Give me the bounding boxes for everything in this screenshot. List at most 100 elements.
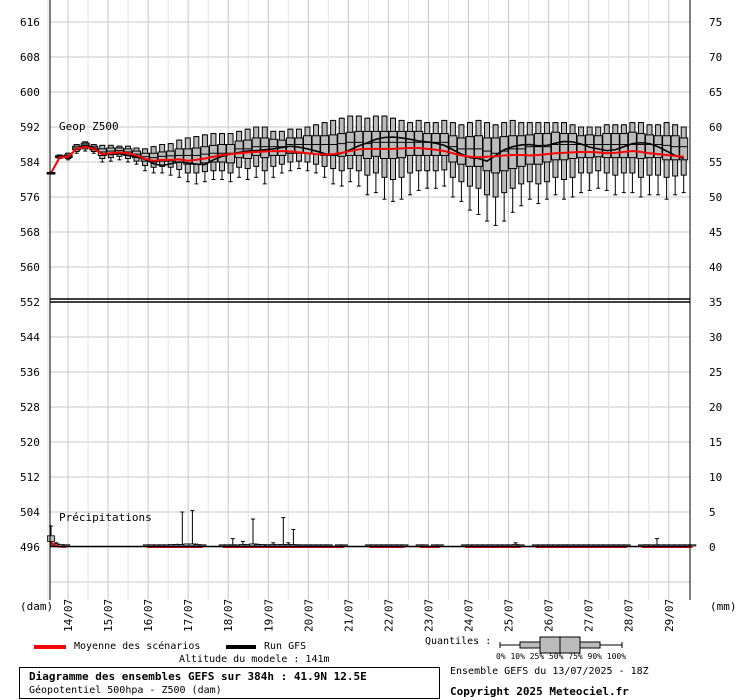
precip-box [279,517,288,547]
geop-box [379,115,389,200]
y-tick-left: 544 [20,331,40,344]
geop-box-inner [294,137,304,154]
geop-box [576,126,586,194]
y-tick-left: 592 [20,121,40,134]
precip-box [188,510,197,547]
geop-box [645,124,654,196]
geop-box [491,124,501,226]
legend-quantile-ticks: 0% 10% 25% 50% 75% 90% 100% [496,652,627,661]
y-tick-left: 528 [20,401,40,414]
geop-box [465,122,475,211]
geop-box-inner [422,133,432,156]
y-tick-right: 40 [709,261,722,274]
geop-box-inner [397,130,407,159]
geop-box [550,122,560,196]
geop-box-inner [568,133,578,159]
y-tick-left: 576 [20,191,40,204]
y-tick-left: 520 [20,436,40,449]
geop-box [294,128,304,170]
geop-box [533,122,543,205]
y-tick-right: 45 [709,226,722,239]
x-tick-date: 20/07 [302,599,315,632]
x-tick-date: 14/07 [62,599,75,632]
geop-box-inner [516,135,526,167]
legend-mean-label: Moyenne des scénarios [74,641,201,652]
geop-box-inner [550,131,560,161]
geop-box [670,124,680,196]
y-tick-right: 50 [709,191,722,204]
chart-title: Diagramme des ensembles GEFS sur 384h : … [29,670,367,683]
geop-box [268,130,278,178]
y-tick-right: 70 [709,51,722,64]
geop-box-inner [645,134,654,159]
ensemble-run-label: Ensemble GEFS du 13/07/2025 - 18Z [450,666,649,677]
geop-box-inner [593,135,603,158]
left-unit: (dam) [20,600,53,613]
geop-box [619,124,629,194]
y-tick-right: 25 [709,366,722,379]
legend-quantile-box [499,636,623,654]
geop-box-inner [533,133,543,165]
y-tick-right: 5 [709,506,716,519]
geop-box [422,122,432,189]
geop-box-inner [576,135,586,159]
geop-box [311,124,321,174]
y-tick-left: 512 [20,471,40,484]
y-tick-left: 608 [20,51,40,64]
geop-box [243,128,253,180]
geop-box-inner [465,136,475,167]
geop-box [499,122,509,222]
chart-subtitle: Géopotentiel 500hpa - Z500 (dam) [29,685,222,696]
right-unit: (mm) [710,600,737,613]
y-tick-right: 55 [709,156,722,169]
geop-box [610,124,620,196]
geop-box-inner [542,133,552,163]
geop-box-inner [183,148,193,165]
x-tick-date: 21/07 [342,599,355,632]
x-tick-date: 24/07 [463,599,476,632]
geop-box [662,122,672,200]
geop-box [525,122,535,200]
y-tick-right: 15 [709,436,722,449]
geop-box [431,122,441,189]
geop-box [388,117,398,202]
x-tick-date: 28/07 [623,599,636,632]
geop-box-inner [525,134,535,165]
geop-box-inner [362,130,372,159]
geop-box-inner [610,133,620,159]
y-tick-right: 20 [709,401,722,414]
geop-box-inner [337,133,347,157]
geop-box [328,119,338,185]
geop-box [234,130,244,178]
geop-box-inner [379,130,389,159]
ensemble-mean-line [50,145,684,174]
geop-box [106,144,116,162]
geop-box [260,126,270,185]
legend-quantiles-label: Quantiles : [425,636,492,647]
geop-box [516,122,526,207]
geop-box-inner [388,130,398,159]
geop-box-inner [679,137,689,161]
geop-box [285,128,295,172]
y-tick-right: 65 [709,86,722,99]
x-tick-date: 18/07 [222,599,235,632]
geop-box [414,119,424,191]
geop-box-inner [371,130,381,157]
x-tick-date: 25/07 [503,599,516,632]
x-tick-date: 19/07 [262,599,275,632]
x-tick-date: 23/07 [422,599,435,632]
geop-box [474,119,483,215]
geop-box-inner [559,133,569,161]
y-tick-left: 560 [20,261,40,274]
precip-box [249,518,257,547]
y-tick-left: 552 [20,296,40,309]
geop-box-inner [200,146,210,164]
geop-box-inner [260,137,270,159]
geop-box [602,124,612,191]
geop-box [397,119,407,200]
title-box: Diagramme des ensembles GEFS sur 384h : … [19,667,440,699]
geop-box-inner [328,134,338,156]
y-tick-left: 536 [20,366,40,379]
geop-box [542,122,552,200]
